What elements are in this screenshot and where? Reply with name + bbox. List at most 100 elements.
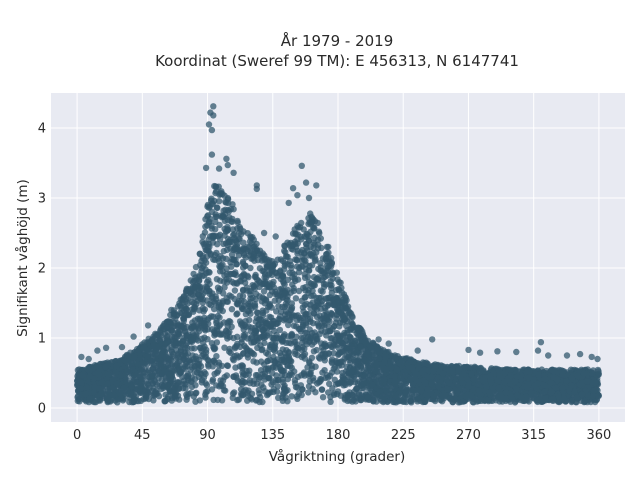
data-point: [198, 319, 205, 327]
data-point: [182, 345, 189, 352]
data-point: [312, 363, 319, 370]
data-point: [305, 389, 312, 396]
data-point: [188, 345, 195, 352]
data-point: [314, 299, 321, 307]
data-point: [335, 345, 342, 352]
data-point: [366, 365, 373, 372]
data-point: [293, 263, 301, 270]
data-point: [465, 383, 472, 390]
data-point: [247, 233, 254, 240]
data-point: [152, 330, 159, 337]
data-point: [127, 391, 135, 398]
data-point: [216, 268, 224, 275]
data-point: [228, 251, 236, 258]
data-point: [237, 386, 245, 393]
data-point: [316, 230, 323, 237]
data-point: [285, 348, 292, 356]
data-point: [221, 217, 229, 225]
data-point: [162, 397, 169, 404]
data-point: [195, 291, 202, 298]
data-point: [187, 366, 194, 373]
data-point: [238, 320, 245, 327]
data-point: [102, 363, 109, 371]
data-point: [203, 270, 210, 277]
data-point: [207, 301, 214, 309]
data-point: [276, 326, 284, 334]
data-point: [464, 376, 471, 383]
data-point: [328, 271, 336, 278]
data-point: [328, 285, 335, 292]
data-point: [595, 392, 602, 399]
data-point: [245, 274, 252, 281]
data-point: [177, 348, 184, 355]
data-point: [104, 380, 111, 387]
data-point: [226, 270, 234, 278]
data-point: [527, 389, 535, 397]
data-point: [321, 328, 329, 336]
data-point: [151, 355, 159, 362]
data-point: [236, 353, 244, 360]
data-point: [247, 295, 254, 302]
data-point: [246, 316, 253, 324]
data-point: [555, 393, 562, 400]
data-point: [303, 244, 310, 251]
data-point: [185, 331, 192, 338]
data-point: [185, 311, 192, 319]
data-point: [277, 366, 285, 373]
data-point: [317, 294, 325, 301]
data-point: [240, 264, 247, 271]
data-point: [255, 375, 263, 383]
data-point: [279, 379, 287, 386]
data-point: [581, 398, 588, 405]
data-point: [258, 381, 265, 388]
data-point: [364, 394, 371, 401]
data-point: [387, 359, 394, 366]
data-point: [463, 393, 470, 400]
data-point: [241, 279, 249, 286]
data-point: [281, 371, 289, 379]
data-point: [251, 257, 258, 264]
data-point: [135, 346, 143, 354]
data-point: [249, 282, 256, 289]
data-point: [381, 358, 388, 366]
data-point: [291, 377, 299, 384]
data-point: [244, 243, 251, 250]
data-point: [132, 393, 140, 400]
data-point: [239, 369, 246, 376]
data-point: [333, 390, 341, 398]
data-point: [291, 226, 298, 233]
data-point: [273, 308, 280, 315]
data-point: [199, 238, 206, 246]
data-point: [476, 367, 484, 375]
data-point: [224, 241, 231, 249]
data-point: [199, 233, 206, 240]
data-point: [234, 217, 241, 225]
data-point: [359, 384, 366, 392]
data-point: [276, 349, 284, 357]
data-point: [224, 335, 231, 342]
data-point: [232, 372, 240, 379]
data-point: [486, 389, 493, 396]
data-point: [319, 255, 327, 262]
data-point: [403, 392, 411, 399]
data-point: [209, 378, 216, 385]
data-point: [215, 299, 223, 306]
data-point: [351, 376, 358, 383]
data-point: [421, 379, 429, 387]
data-point: [229, 201, 236, 208]
data-point: [313, 313, 321, 321]
data-point: [388, 391, 395, 398]
data-point: [269, 334, 276, 341]
data-point: [595, 370, 602, 377]
data-point: [325, 323, 332, 331]
data-point: [219, 261, 226, 268]
data-point: [158, 370, 165, 377]
data-point: [288, 393, 295, 400]
data-point: [306, 359, 313, 366]
data-point: [298, 372, 305, 379]
data-point: [346, 397, 354, 404]
data-point: [339, 312, 346, 319]
data-point: [274, 383, 281, 390]
data-point: [301, 271, 308, 278]
data-point: [211, 345, 219, 352]
